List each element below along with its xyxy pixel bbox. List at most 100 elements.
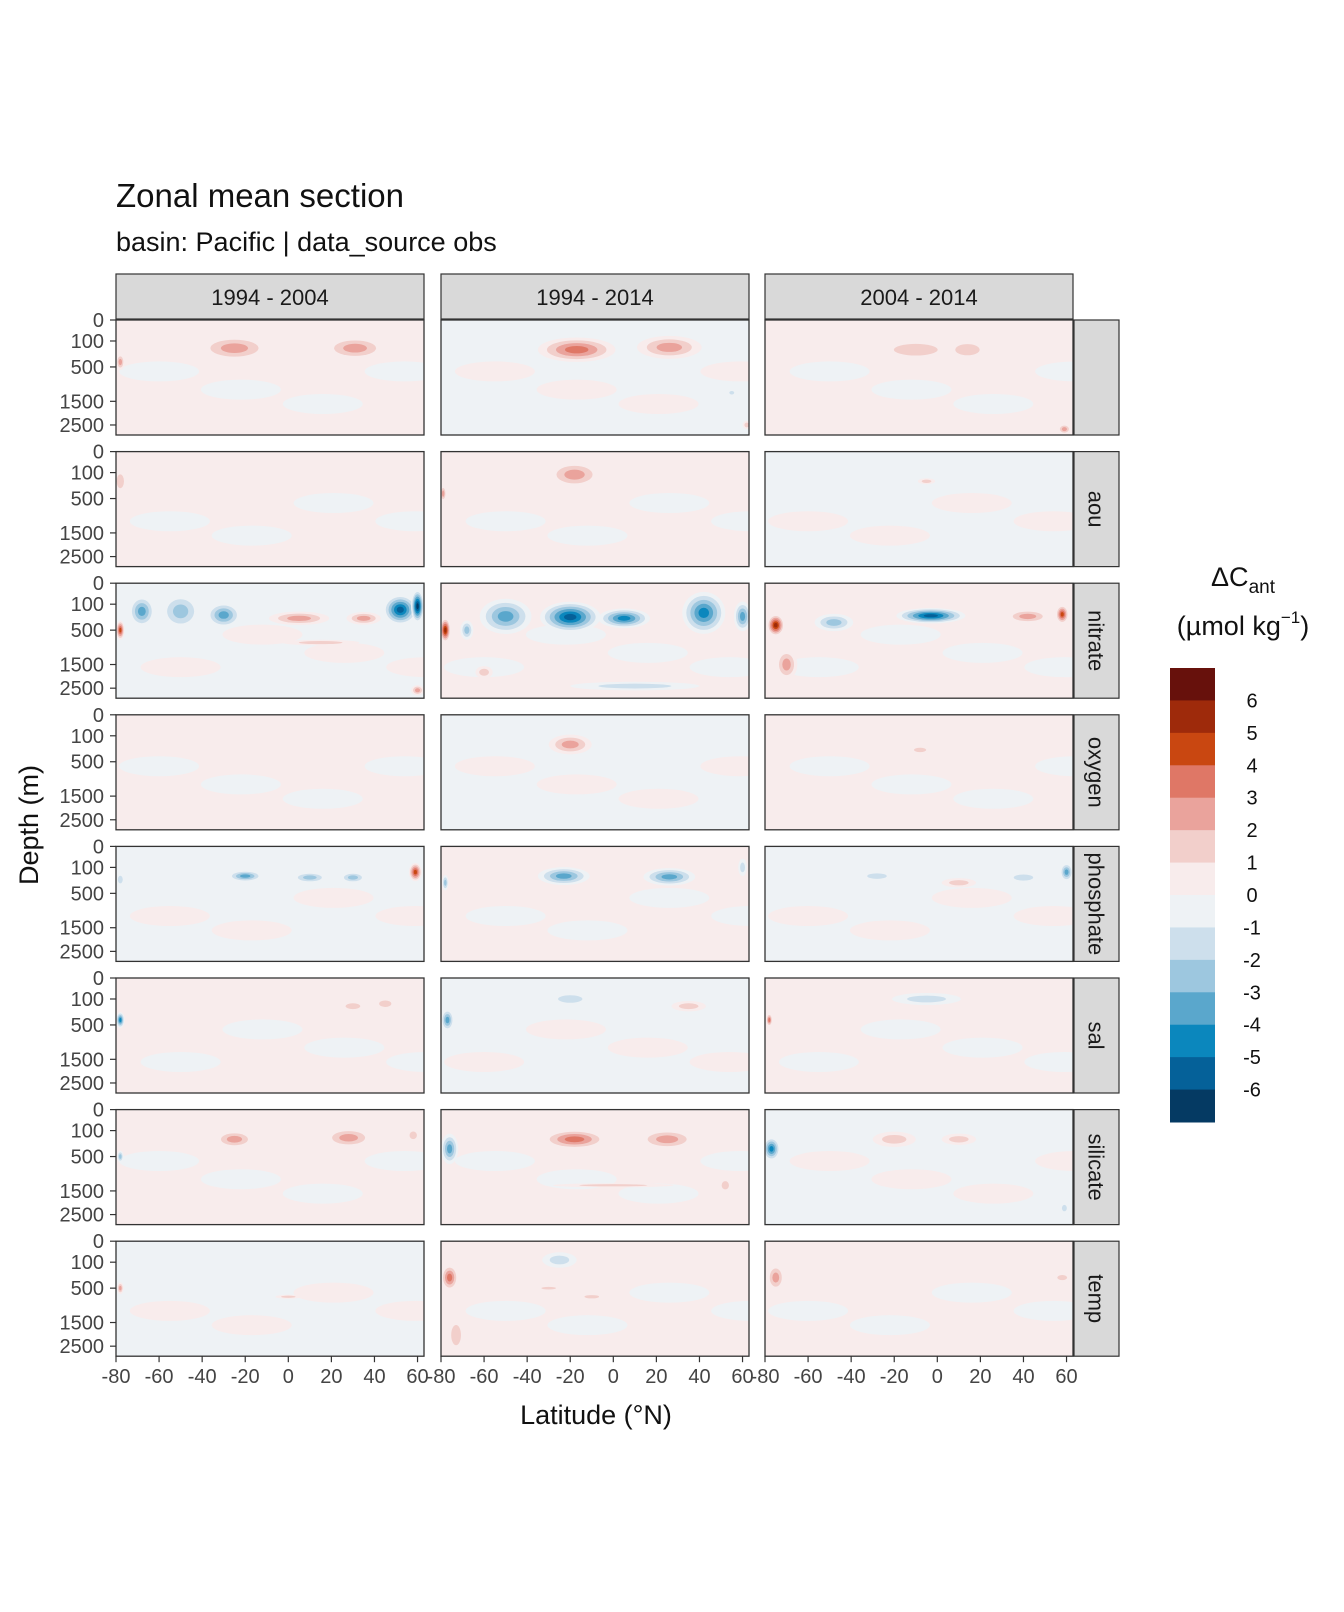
contour-band <box>740 862 745 873</box>
legend-label: -6 <box>1243 1080 1261 1102</box>
row-strip <box>1073 977 1120 1094</box>
contour-band <box>464 626 470 634</box>
y-tick-label: 1500 <box>60 655 105 677</box>
contour-band <box>119 1285 122 1291</box>
contour-band <box>541 1286 556 1290</box>
panel-background <box>116 451 424 567</box>
panel-background <box>765 1241 1073 1357</box>
contour-band <box>907 995 947 1003</box>
contour-band <box>617 615 631 621</box>
panel-background <box>116 846 424 962</box>
background-patch <box>711 511 749 532</box>
y-tick-label: 2500 <box>60 1073 105 1095</box>
facet-grid: 1994 - 2004 1994 - 2014 2004 - 20140100500… <box>60 273 1120 1388</box>
background-patch <box>789 1151 870 1172</box>
legend-swatch <box>1170 700 1215 734</box>
y-tick-label: 0 <box>93 310 104 332</box>
panel-border <box>440 977 750 1094</box>
y-tick-label: 500 <box>71 883 104 905</box>
contour-band <box>1057 1274 1068 1281</box>
contour-band <box>220 343 249 353</box>
background-patch <box>789 756 870 777</box>
legend-unit-sup: −1 <box>1281 608 1300 627</box>
panel-border <box>440 845 750 963</box>
legend-label: 5 <box>1246 723 1257 745</box>
y-tick-label: 2500 <box>60 678 105 700</box>
legend-label: -4 <box>1243 1015 1261 1037</box>
legend-unit: (µmol kg−1) <box>1177 608 1309 641</box>
y-tick-label: 2500 <box>60 810 105 832</box>
background-patch <box>689 1051 749 1072</box>
background-patch <box>849 525 930 546</box>
panel-border <box>764 1240 1074 1357</box>
contour-band <box>379 1000 392 1007</box>
y-tick-label: 0 <box>93 705 104 727</box>
panel-background <box>441 846 749 962</box>
contour-band <box>497 611 514 622</box>
background-patch <box>931 887 1012 908</box>
heatmap-panel <box>116 451 424 567</box>
background-patch <box>1035 1151 1073 1172</box>
y-tick-label: 500 <box>71 1015 104 1037</box>
chart-subtitle: basin: Pacific | data_source obs <box>116 227 497 257</box>
background-patch <box>536 379 617 400</box>
background-patch <box>711 906 749 927</box>
y-tick-label: 0 <box>93 1231 104 1253</box>
contour-band <box>1060 612 1064 617</box>
contour-band <box>287 615 311 621</box>
background-patch <box>465 906 546 927</box>
background-patch <box>931 1282 1012 1303</box>
contour-band <box>445 1016 450 1024</box>
background-patch <box>1013 906 1073 927</box>
contour-band <box>1013 874 1034 881</box>
heatmap-panel <box>116 714 424 830</box>
legend-label: -1 <box>1243 917 1261 939</box>
background-patch <box>200 774 281 795</box>
panel-border <box>764 450 1074 568</box>
contour-band <box>1064 869 1069 875</box>
legend-swatch <box>1170 1057 1215 1091</box>
background-patch <box>465 1300 546 1321</box>
legend-swatch <box>1170 992 1215 1026</box>
y-tick-label: 2500 <box>60 1336 105 1358</box>
panel-border <box>115 1108 425 1226</box>
background-patch <box>942 1037 1023 1058</box>
background-patch <box>768 906 849 927</box>
contour-band <box>137 606 146 617</box>
panel-border <box>440 714 750 831</box>
row-strip <box>1073 319 1120 436</box>
panel-border <box>440 582 750 699</box>
background-patch <box>860 1019 941 1040</box>
y-tick-label: 100 <box>71 1252 104 1274</box>
contour-band <box>303 875 317 880</box>
heatmap-panel <box>116 978 424 1093</box>
background-patch <box>1024 657 1073 678</box>
legend-label: -5 <box>1243 1047 1261 1069</box>
background-patch <box>454 361 535 382</box>
contour-band <box>782 658 791 671</box>
background-patch <box>768 1300 849 1321</box>
contour-band <box>729 391 735 395</box>
x-tick-label: 20 <box>969 1366 991 1388</box>
background-patch <box>364 756 424 777</box>
background-patch <box>200 1169 281 1190</box>
background-patch <box>860 624 941 645</box>
background-patch <box>1013 511 1073 532</box>
background-patch <box>778 1051 859 1072</box>
y-tick-label: 2500 <box>60 941 105 963</box>
contour-band <box>656 342 683 352</box>
contour-band <box>119 1154 122 1159</box>
panel-border <box>440 450 750 568</box>
contour-band <box>867 873 887 879</box>
contour-band <box>555 873 572 879</box>
y-tick-label: 0 <box>93 573 104 595</box>
panel-border <box>764 582 1074 699</box>
contour-band <box>744 422 749 428</box>
background-patch <box>386 657 424 678</box>
panel-border <box>764 714 1074 831</box>
background-patch <box>689 657 749 678</box>
y-tick-label: 500 <box>71 357 104 379</box>
contour-band <box>347 875 359 880</box>
background-patch <box>618 1183 699 1204</box>
contour-band <box>414 688 421 693</box>
